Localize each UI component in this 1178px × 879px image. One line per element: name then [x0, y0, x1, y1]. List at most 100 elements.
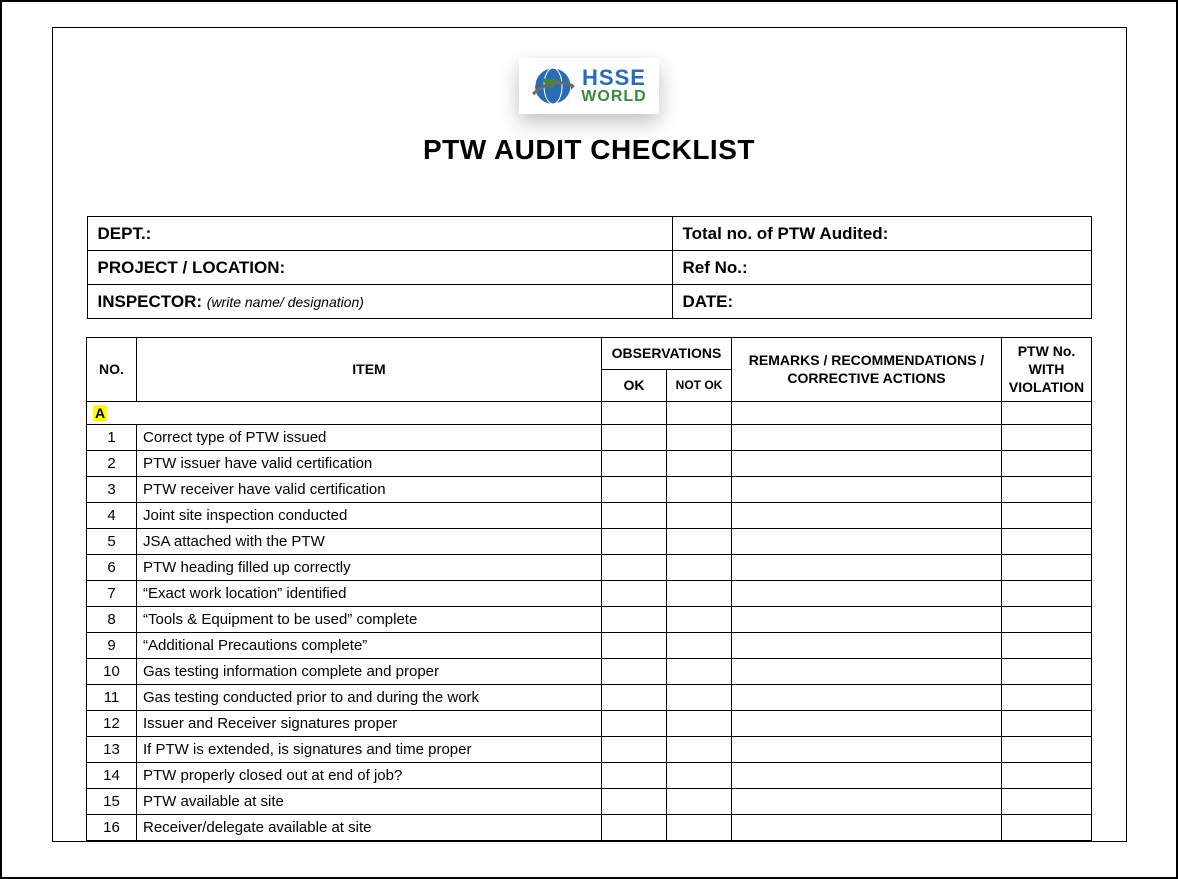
- cell-notok: [667, 684, 732, 710]
- header-table: DEPT.: Total no. of PTW Audited: PROJECT…: [87, 216, 1092, 319]
- cell-remarks: [732, 658, 1002, 684]
- th-observations: OBSERVATIONS: [602, 338, 732, 370]
- cell-no: 2: [87, 450, 137, 476]
- cell-ptwno: [1002, 788, 1092, 814]
- cell-no: 5: [87, 528, 137, 554]
- cell-item: PTW receiver have valid certification: [137, 476, 602, 502]
- cell-item: Gas testing conducted prior to and durin…: [137, 684, 602, 710]
- cell-remarks: [732, 710, 1002, 736]
- total-label: Total no. of PTW Audited:: [683, 224, 889, 243]
- cell-notok: [667, 710, 732, 736]
- inspector-label: INSPECTOR:: [98, 292, 203, 311]
- cell-no: 8: [87, 606, 137, 632]
- cell-remarks: [732, 684, 1002, 710]
- table-row: 11Gas testing conducted prior to and dur…: [87, 684, 1092, 710]
- cell-ok: [602, 606, 667, 632]
- cell-ptwno: [1002, 762, 1092, 788]
- cell-ok: [602, 736, 667, 762]
- cell-no: 16: [87, 814, 137, 840]
- cell-item: Gas testing information complete and pro…: [137, 658, 602, 684]
- table-row: 7“Exact work location” identified: [87, 580, 1092, 606]
- table-row: 16Receiver/delegate available at site: [87, 814, 1092, 840]
- th-remarks: REMARKS / RECOMMENDATIONS / CORRECTIVE A…: [732, 338, 1002, 402]
- cell-no: 13: [87, 736, 137, 762]
- date-cell: DATE:: [672, 285, 1091, 319]
- cell-ptwno: [1002, 424, 1092, 450]
- th-ptwno: PTW No. WITH VIOLATION: [1002, 338, 1092, 402]
- cell-item: PTW heading filled up correctly: [137, 554, 602, 580]
- cell-remarks: [732, 554, 1002, 580]
- cell-remarks: [732, 606, 1002, 632]
- cell-ptwno: [1002, 684, 1092, 710]
- cell-ok: [602, 450, 667, 476]
- cell-notok: [667, 502, 732, 528]
- cell-no: 1: [87, 424, 137, 450]
- cell-remarks: [732, 528, 1002, 554]
- cell-notok: [667, 580, 732, 606]
- cell-ok: [602, 762, 667, 788]
- cell-notok: [667, 476, 732, 502]
- cell-remarks: [732, 502, 1002, 528]
- cell-no: 3: [87, 476, 137, 502]
- cell-ok: [602, 554, 667, 580]
- cell-no: 9: [87, 632, 137, 658]
- cell-ptwno: [1002, 476, 1092, 502]
- cell-ptwno: [1002, 632, 1092, 658]
- logo-line1: HSSE: [581, 67, 646, 89]
- cell-no: 7: [87, 580, 137, 606]
- cell-ptwno: [1002, 580, 1092, 606]
- inspector-cell: INSPECTOR: (write name/ designation): [87, 285, 672, 319]
- page-title: PTW AUDIT CHECKLIST: [53, 134, 1126, 166]
- cell-item: If PTW is extended, is signatures and ti…: [137, 736, 602, 762]
- checklist-table: NO. ITEM OBSERVATIONS REMARKS / RECOMMEN…: [86, 337, 1092, 841]
- table-row: 12Issuer and Receiver signatures proper: [87, 710, 1092, 736]
- cell-item: Correct type of PTW issued: [137, 424, 602, 450]
- cell-ptwno: [1002, 528, 1092, 554]
- cell-remarks: [732, 762, 1002, 788]
- cell-notok: [667, 606, 732, 632]
- cell-ptwno: [1002, 736, 1092, 762]
- cell-notok: [667, 632, 732, 658]
- date-label: DATE:: [683, 292, 734, 311]
- table-row: 10Gas testing information complete and p…: [87, 658, 1092, 684]
- cell-no: 15: [87, 788, 137, 814]
- cell-item: Issuer and Receiver signatures proper: [137, 710, 602, 736]
- cell-ptwno: [1002, 606, 1092, 632]
- table-row: 4Joint site inspection conducted: [87, 502, 1092, 528]
- cell-notok: [667, 424, 732, 450]
- cell-item: PTW available at site: [137, 788, 602, 814]
- cell-ok: [602, 528, 667, 554]
- cell-ptwno: [1002, 658, 1092, 684]
- section-row: A: [87, 401, 1092, 424]
- cell-ok: [602, 424, 667, 450]
- cell-ptwno: [1002, 554, 1092, 580]
- cell-remarks: [732, 580, 1002, 606]
- cell-ok: [602, 658, 667, 684]
- table-row: 9“Additional Precautions complete”: [87, 632, 1092, 658]
- cell-remarks: [732, 814, 1002, 840]
- logo-text: HSSE WORLD: [581, 67, 646, 105]
- cell-no: 14: [87, 762, 137, 788]
- th-item: ITEM: [137, 338, 602, 402]
- table-row: 2PTW issuer have valid certification: [87, 450, 1092, 476]
- cell-no: 11: [87, 684, 137, 710]
- cell-remarks: [732, 476, 1002, 502]
- cell-item: PTW issuer have valid certification: [137, 450, 602, 476]
- inspector-hint: (write name/ designation): [207, 294, 364, 310]
- cell-notok: [667, 762, 732, 788]
- ref-cell: Ref No.:: [672, 251, 1091, 285]
- cell-notok: [667, 554, 732, 580]
- cell-item: Joint site inspection conducted: [137, 502, 602, 528]
- table-row: 1Correct type of PTW issued: [87, 424, 1092, 450]
- cell-ok: [602, 788, 667, 814]
- cell-ptwno: [1002, 502, 1092, 528]
- cell-notok: [667, 788, 732, 814]
- dept-cell: DEPT.:: [87, 217, 672, 251]
- cell-item: “Exact work location” identified: [137, 580, 602, 606]
- cell-item: PTW properly closed out at end of job?: [137, 762, 602, 788]
- cell-item: Receiver/delegate available at site: [137, 814, 602, 840]
- cell-ok: [602, 580, 667, 606]
- globe-icon: [531, 64, 575, 108]
- cell-remarks: [732, 450, 1002, 476]
- cell-remarks: [732, 788, 1002, 814]
